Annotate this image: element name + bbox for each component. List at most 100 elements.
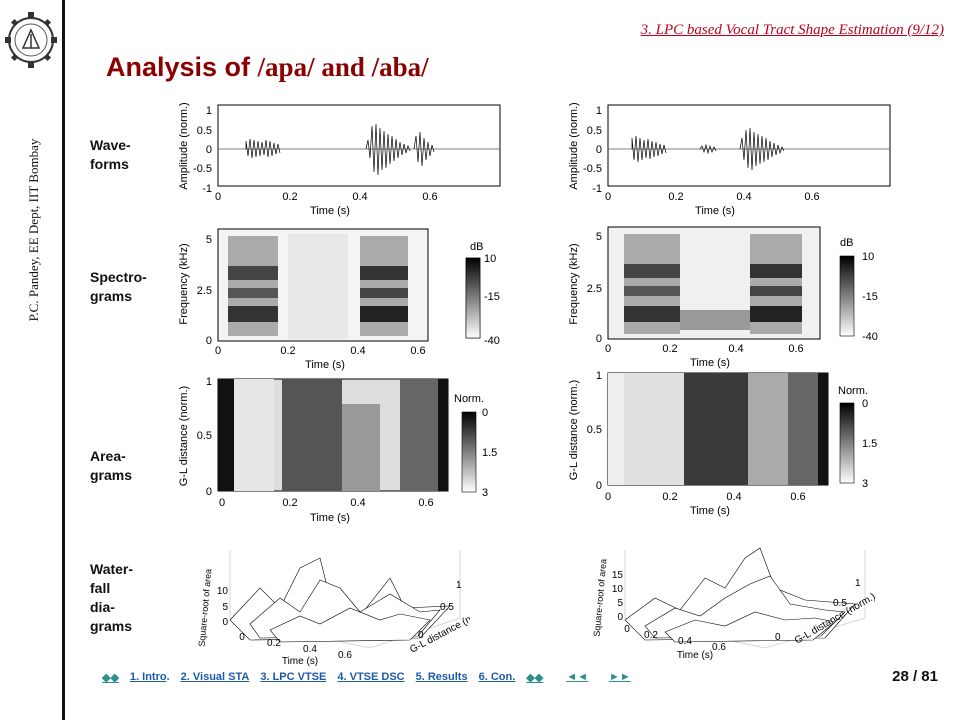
svg-text:0.6: 0.6: [338, 650, 352, 661]
svg-text:Time (s): Time (s): [690, 505, 730, 517]
nav-results[interactable]: 5. Results: [415, 671, 468, 683]
svg-text:0.6: 0.6: [788, 343, 803, 355]
svg-text:0: 0: [206, 144, 212, 156]
svg-text:0.4: 0.4: [728, 343, 743, 355]
svg-text:1: 1: [456, 580, 462, 591]
label-waveforms: Wave- forms: [90, 137, 131, 172]
x-axis-label: Time (s): [695, 205, 735, 217]
author-credit: P.C. Pandey, EE Dept, IIT Bombay: [26, 138, 41, 322]
apa-spectrogram-figure: Frequency (kHz) 5 2.5 0 dB 10 -15 -40: [170, 226, 510, 376]
nav-prev-button[interactable]: ◄◄: [566, 671, 588, 683]
svg-text:0.6: 0.6: [410, 345, 425, 357]
svg-text:1: 1: [596, 105, 602, 117]
svg-text:15: 15: [612, 570, 624, 581]
institute-logo: [4, 4, 58, 74]
svg-text:Time (s): Time (s): [310, 512, 350, 524]
waterfall-surface: [624, 547, 856, 643]
svg-text:0.4: 0.4: [350, 345, 365, 357]
svg-text:0: 0: [596, 480, 602, 492]
title-phonemes: /apa/ and /aba/: [257, 52, 429, 82]
svg-text:10: 10: [862, 251, 874, 263]
svg-text:0.4: 0.4: [303, 644, 317, 655]
svg-text:0: 0: [775, 632, 781, 643]
svg-text:5: 5: [206, 234, 212, 246]
svg-text:10: 10: [612, 584, 624, 595]
svg-text:0.2: 0.2: [280, 345, 295, 357]
left-divider: [62, 0, 65, 720]
apa-waterfall-figure: Square-root of area 10 5 0 0 0.2 0.4 0.6…: [190, 528, 470, 668]
label-spectrograms: Spectro- grams: [90, 269, 147, 304]
svg-text:0: 0: [605, 491, 611, 503]
spectrogram-image: [624, 234, 802, 334]
svg-text:0: 0: [605, 343, 611, 355]
svg-text:0.5: 0.5: [197, 430, 212, 442]
aba-spectrogram-figure: Frequency (kHz) 5 2.5 0 dB 10 -15 -40 0: [560, 226, 900, 376]
svg-text:5: 5: [222, 602, 228, 613]
label-areagrams: Area- grams: [90, 448, 133, 483]
svg-text:0: 0: [596, 333, 602, 345]
y-axis-label: G-L distance (norm.): [178, 386, 190, 486]
x-axis-label: Time (s): [310, 205, 350, 217]
svg-text:2.5: 2.5: [587, 283, 602, 295]
section-link[interactable]: 3. LPC based Vocal Tract Shape Estimatio…: [640, 22, 944, 38]
svg-text:1: 1: [206, 105, 212, 117]
nav-conclusion[interactable]: 6. Con.: [478, 671, 516, 683]
page-number: 28 / 81: [892, 668, 938, 685]
svg-text:0.2: 0.2: [644, 630, 658, 641]
nav-first-button[interactable]: ◆◆: [102, 672, 119, 684]
y-axis-label: Amplitude (norm.): [178, 102, 190, 189]
waveform-trace: [245, 123, 435, 176]
svg-text:0.2: 0.2: [267, 638, 281, 649]
svg-text:-15: -15: [484, 291, 500, 303]
svg-text:0.5: 0.5: [587, 424, 602, 436]
aba-waveform-figure: Amplitude (norm.) 1 0.5 0 -0.5 -1 0 0.2 …: [560, 96, 900, 226]
svg-text:-0.5: -0.5: [583, 163, 602, 175]
svg-text:0.6: 0.6: [804, 191, 819, 203]
svg-text:1: 1: [206, 376, 212, 388]
svg-text:0: 0: [862, 398, 868, 410]
svg-text:5: 5: [617, 598, 623, 609]
nav-lpc-vtse[interactable]: 3. LPC VTSE: [260, 671, 327, 683]
svg-text:Norm.: Norm.: [838, 385, 868, 397]
nav-last-button[interactable]: ◆◆: [526, 672, 544, 684]
aba-areagram-figure: G-L distance (norm.) 1 0.5 0 Norm. 0 1.5…: [560, 370, 900, 520]
svg-text:0.6: 0.6: [418, 497, 433, 509]
y-axis-label: Frequency (kHz): [568, 243, 580, 324]
svg-text:-40: -40: [862, 331, 878, 343]
apa-waveform-figure: Amplitude (norm.) 1 0.5 0 -0.5 -1 0 0.2 …: [170, 96, 510, 226]
svg-text:5: 5: [596, 231, 602, 243]
colorbar: [839, 402, 855, 484]
nav-vtse-dsc[interactable]: 4. VTSE DSC: [337, 671, 405, 683]
svg-text:dB: dB: [470, 241, 483, 253]
title-prefix: Analysis of: [106, 52, 258, 82]
svg-text:10: 10: [217, 586, 229, 597]
svg-text:Time (s): Time (s): [690, 357, 730, 369]
svg-text:0.5: 0.5: [833, 598, 847, 609]
svg-text:0.5: 0.5: [197, 125, 212, 137]
svg-text:0.4: 0.4: [736, 191, 751, 203]
svg-text:0.2: 0.2: [668, 191, 683, 203]
svg-text:0.6: 0.6: [422, 191, 437, 203]
nav-next-button[interactable]: ►►: [608, 671, 631, 683]
svg-text:0.5: 0.5: [440, 602, 454, 613]
y-axis-label: G-L distance (norm.): [568, 380, 580, 480]
nav-visual-sta[interactable]: 2. Visual STA: [180, 671, 250, 683]
svg-text:Time (s): Time (s): [305, 359, 345, 371]
svg-text:0: 0: [206, 486, 212, 498]
nav-separator: .: [166, 671, 170, 683]
svg-text:3: 3: [862, 478, 868, 490]
svg-text:0.4: 0.4: [352, 191, 367, 203]
svg-text:1: 1: [596, 370, 602, 382]
svg-text:-1: -1: [202, 183, 212, 195]
svg-text:0: 0: [418, 630, 424, 641]
nav-intro[interactable]: 1. Intro: [129, 671, 167, 683]
waveform-trace: [631, 127, 785, 171]
spectrogram-image: [228, 234, 408, 339]
svg-text:0: 0: [482, 407, 488, 419]
svg-text:-15: -15: [862, 291, 878, 303]
slide-title: Analysis of /apa/ and /aba/: [106, 52, 429, 83]
svg-text:0.4: 0.4: [678, 636, 692, 647]
svg-text:Square-root of area: Square-root of area: [197, 568, 214, 647]
svg-text:Square-root of area: Square-root of area: [592, 558, 609, 637]
colorbar: [839, 255, 855, 337]
